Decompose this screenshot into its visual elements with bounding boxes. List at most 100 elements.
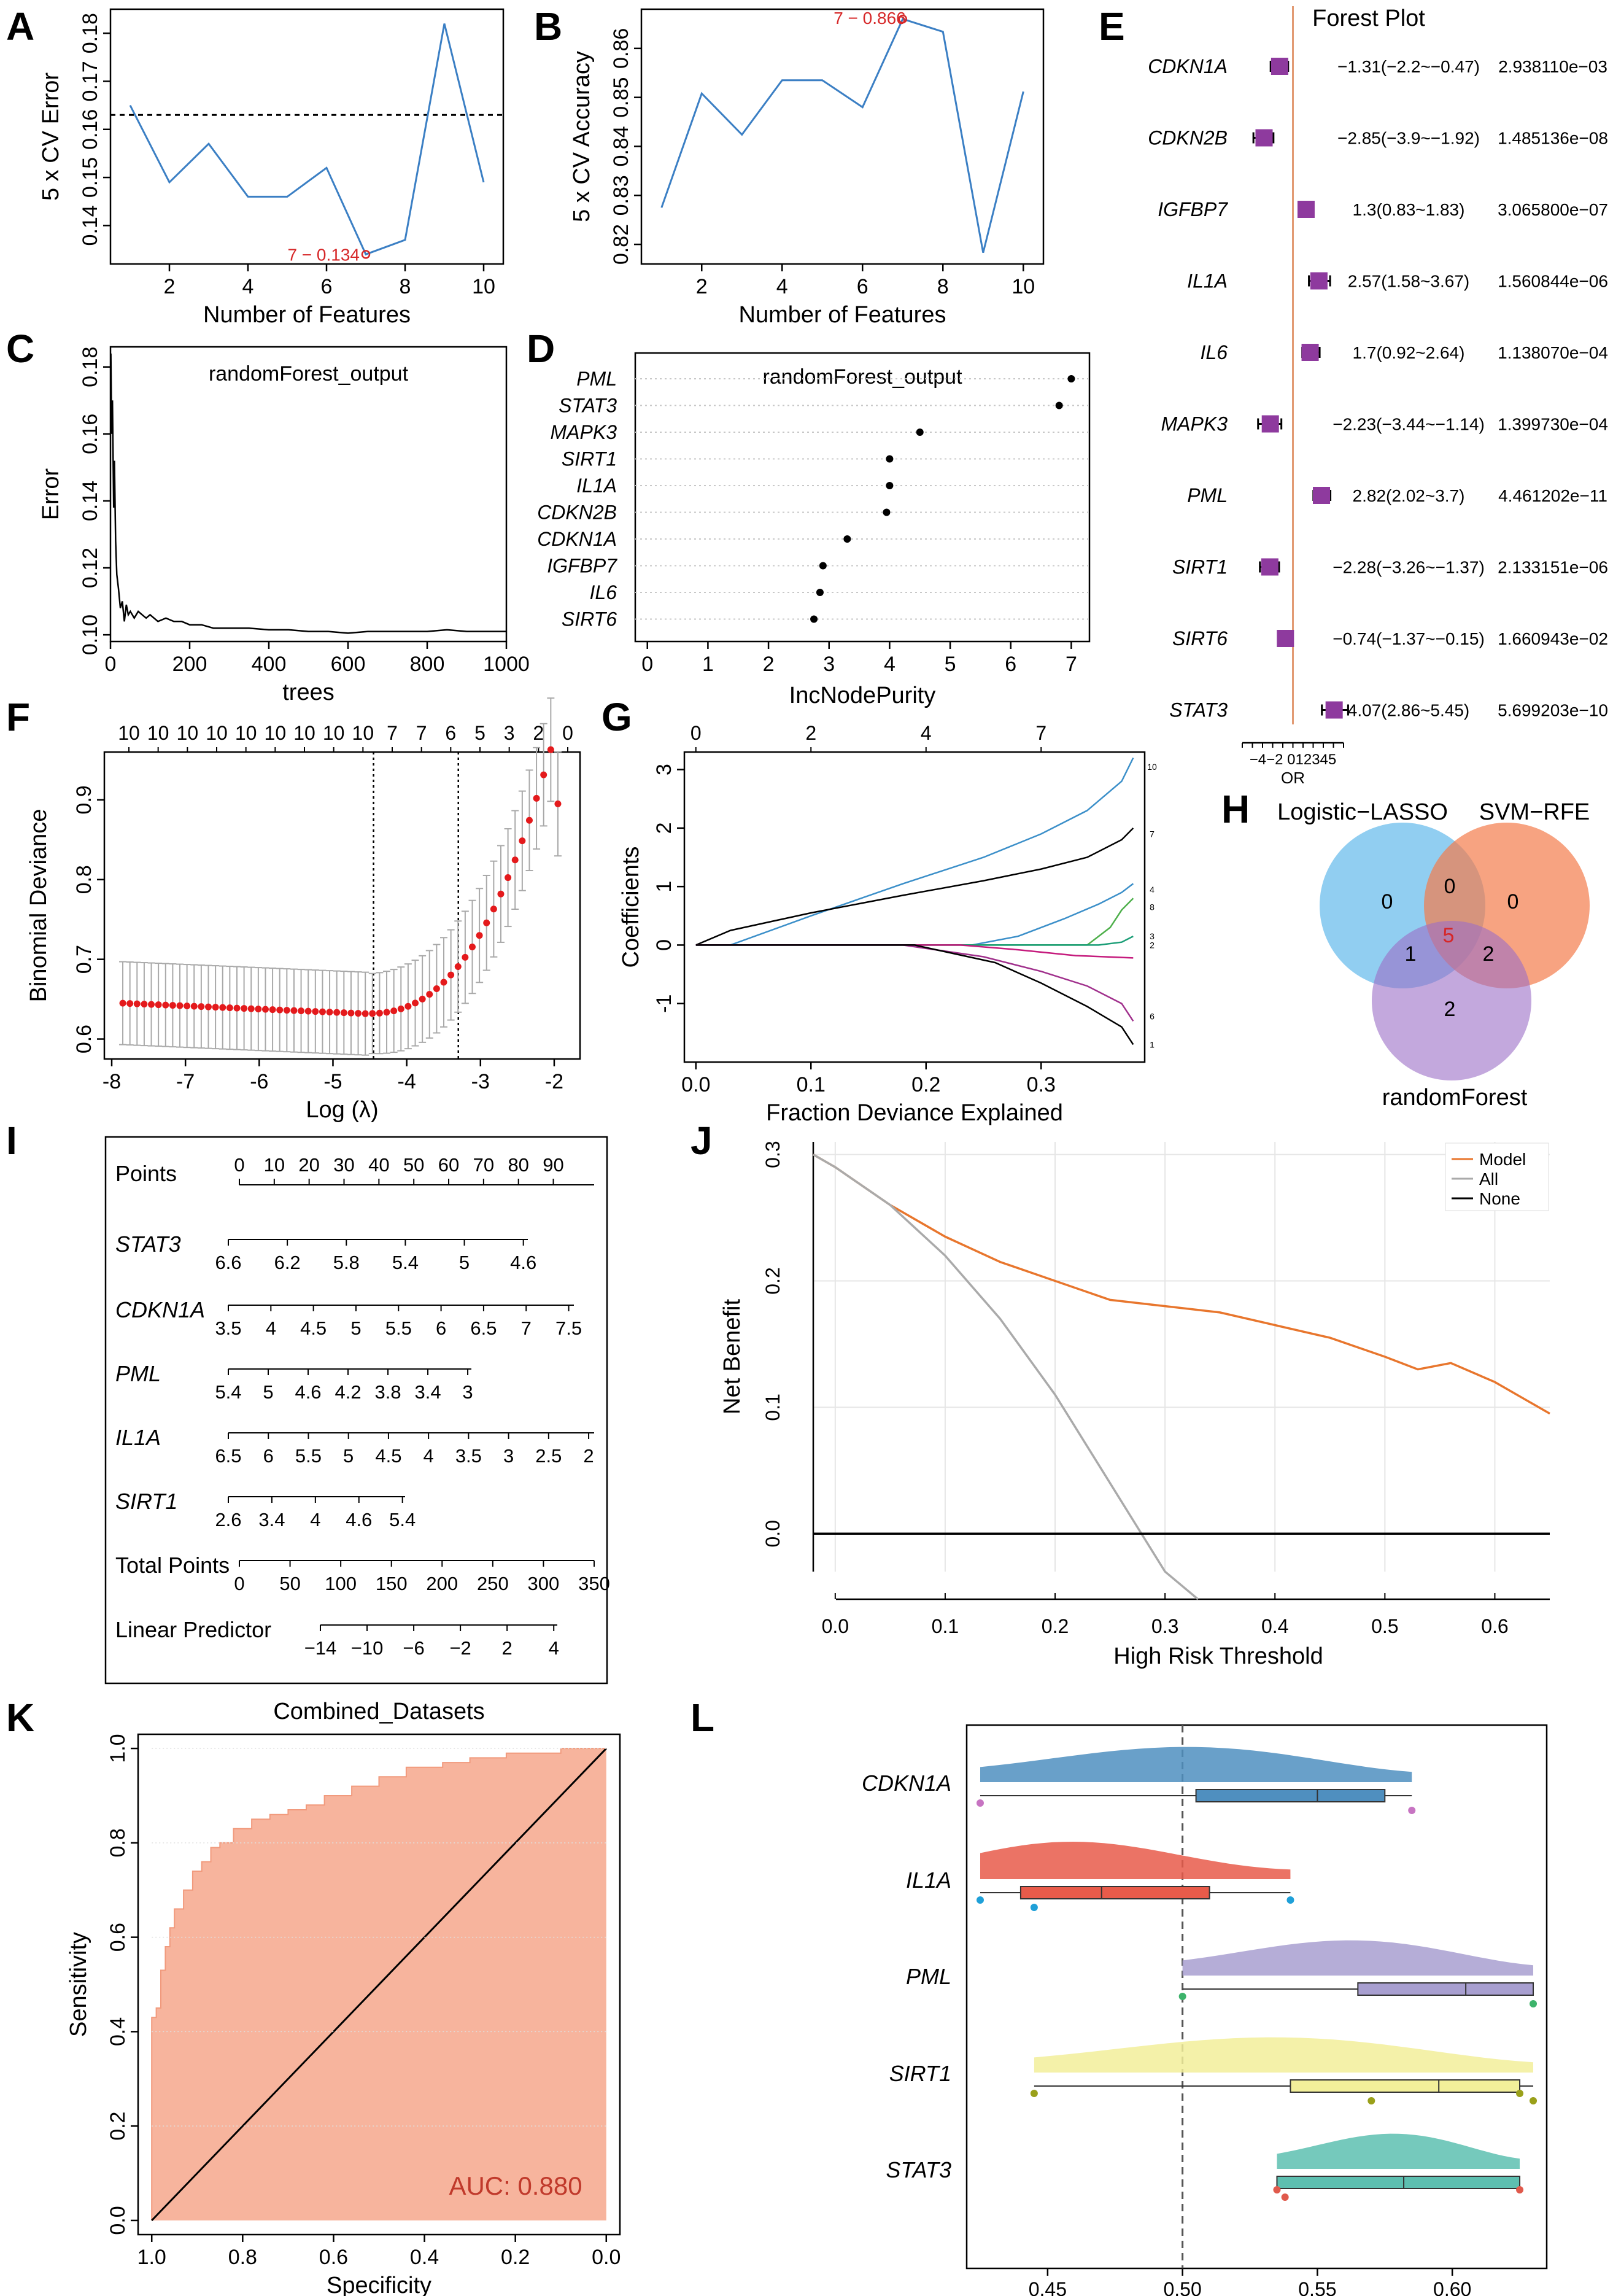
chart-title: Combined_Datasets <box>273 1699 484 1724</box>
deviance-point <box>383 1009 390 1016</box>
forest-gene-label: PML <box>1187 484 1228 506</box>
nomogram-tick-label: 5 <box>343 1445 354 1467</box>
deviance-point <box>283 1007 290 1014</box>
top-axis-label: 7 <box>1035 722 1046 744</box>
panel-letter-f: F <box>6 695 30 739</box>
box-iqr <box>1357 1982 1534 1996</box>
top-axis-label: 5 <box>474 722 485 744</box>
forest-x-tick-labels: −4−2 012345 <box>1250 751 1336 768</box>
panel-letter-l: L <box>690 1696 714 1740</box>
x-tick-label: -8 <box>103 1070 121 1093</box>
x-tick-label: 600 <box>331 653 366 676</box>
raw-data-point <box>1516 2186 1524 2193</box>
y-tick-label: 0.8 <box>72 865 96 894</box>
y-axis-label: Net Benefit <box>719 1299 745 1414</box>
venn-set-label-lasso: Logistic−LASSO <box>1277 799 1448 825</box>
y-tick-label: 1 <box>652 881 676 893</box>
forest-gene-label: SIRT6 <box>1172 627 1228 650</box>
x-tick-label: 0 <box>105 653 117 676</box>
importance-point <box>883 508 891 516</box>
y-tick-label: 0.6 <box>72 1025 96 1053</box>
gene-label: IGFBP7 <box>547 555 617 577</box>
nomogram-tick-label: 250 <box>477 1573 509 1594</box>
forest-p-value: 2.133151e−06 <box>1498 558 1608 577</box>
deviance-point <box>247 1005 255 1012</box>
top-axis-label: 10 <box>235 722 257 744</box>
forest-ci-text: −0.74(−1.37~−0.15) <box>1333 629 1485 648</box>
nomogram-tick-label: 40 <box>368 1154 389 1176</box>
panel-d-chart: 0 1 2 3 4 5 6 7 IncNodePurity randomForest_output… <box>537 352 1091 708</box>
deviance-point <box>533 794 540 802</box>
x-axis-label: Number of Features <box>203 302 411 328</box>
nomogram-tick-label: −6 <box>403 1637 424 1659</box>
panel-letter-a: A <box>6 4 34 48</box>
x-axis-label: Number of Features <box>739 302 946 328</box>
y-tick-label: 0.86 <box>609 28 633 69</box>
x-axis-label: IncNodePurity <box>789 683 936 708</box>
nomogram-tick-label: −14 <box>304 1637 337 1659</box>
forest-ci-text: 2.57(1.58~3.67) <box>1348 272 1470 291</box>
forest-title: Forest Plot <box>1312 6 1425 31</box>
forest-gene-label: IL1A <box>1187 270 1228 292</box>
top-axis-label: 4 <box>921 722 932 744</box>
deviance-point <box>126 1000 134 1007</box>
top-axis-label: 0 <box>562 722 573 744</box>
chart-title: randomForest_output <box>209 362 409 386</box>
y-tick-label: 0.9 <box>72 785 96 814</box>
deviance-point <box>141 1001 148 1008</box>
y-tick-label: 0.2 <box>106 2112 130 2141</box>
forest-ci-text: −2.85(−3.9~−1.92) <box>1337 129 1480 148</box>
nomogram-row-label: SIRT1 <box>115 1489 177 1514</box>
nomogram-tick-label: 5.4 <box>389 1509 416 1530</box>
forest-estimate-box <box>1301 344 1319 361</box>
x-tick-label: 0.2 <box>501 2246 530 2269</box>
y-tick-label: 0.16 <box>79 414 102 454</box>
path-end-label: 8 <box>1150 902 1155 912</box>
x-tick-label: 1.0 <box>137 2246 166 2269</box>
deviance-point <box>219 1004 226 1011</box>
top-axis-label: 3 <box>504 722 515 744</box>
nomogram-tick-label: 60 <box>438 1154 459 1176</box>
deviance-point <box>511 856 519 864</box>
roc-curve <box>151 1748 606 2220</box>
coefficient-path-line <box>695 935 1134 946</box>
path-end-label: 6 <box>1150 1012 1155 1022</box>
path-end-label: 7 <box>1150 829 1155 839</box>
deviance-point <box>519 837 526 845</box>
coefficient-path-line <box>695 898 1134 946</box>
deviance-point <box>204 1003 212 1010</box>
importance-point <box>886 455 894 463</box>
x-axis-label: trees <box>282 680 334 705</box>
x-tick-label: 0.0 <box>681 1073 710 1096</box>
y-tick-label: 0.84 <box>609 126 633 166</box>
panel-f-chart: -8 -7 -6 -5 -4 -3 -2 0.6 0.7 0.8 0.9 Log (λ) Binomia… <box>26 697 581 1123</box>
nomogram-tick-label: 2 <box>502 1637 513 1659</box>
x-tick-label: -6 <box>250 1070 268 1093</box>
deviance-point <box>261 1006 269 1013</box>
nomogram-tick-label: 3 <box>462 1381 473 1403</box>
top-axis-label: 10 <box>118 722 140 744</box>
raw-data-point <box>1178 1993 1186 2000</box>
nomogram-tick-label: 20 <box>298 1154 319 1176</box>
plot-frame <box>103 751 581 1060</box>
nomogram-tick-label: 3.8 <box>374 1381 401 1403</box>
x-tick-label: 0.60 <box>1433 2278 1471 2296</box>
nomogram-tick-label: 6.5 <box>215 1445 241 1467</box>
nomogram-tick-label: 5 <box>459 1252 470 1273</box>
density-half-violin <box>1034 2037 1534 2073</box>
nomogram-tick-label: 4 <box>266 1317 276 1339</box>
nomogram-tick-label: 4 <box>424 1445 434 1467</box>
nomogram-tick-label: 4 <box>310 1509 320 1530</box>
gene-label: CDKN2B <box>537 502 617 524</box>
legend-box <box>1445 1142 1549 1211</box>
forest-gene-label: CDKN2B <box>1148 127 1228 149</box>
y-tick-label: 0.0 <box>106 2206 130 2235</box>
top-axis-label: 10 <box>206 722 228 744</box>
x-tick-label: -4 <box>398 1070 416 1093</box>
x-tick-label: 2 <box>696 275 708 298</box>
nomogram-tick-label: 300 <box>528 1573 560 1594</box>
y-tick-label: 0.18 <box>79 13 102 53</box>
raw-data-point <box>1367 2097 1375 2104</box>
top-axis-label: 10 <box>352 722 374 744</box>
